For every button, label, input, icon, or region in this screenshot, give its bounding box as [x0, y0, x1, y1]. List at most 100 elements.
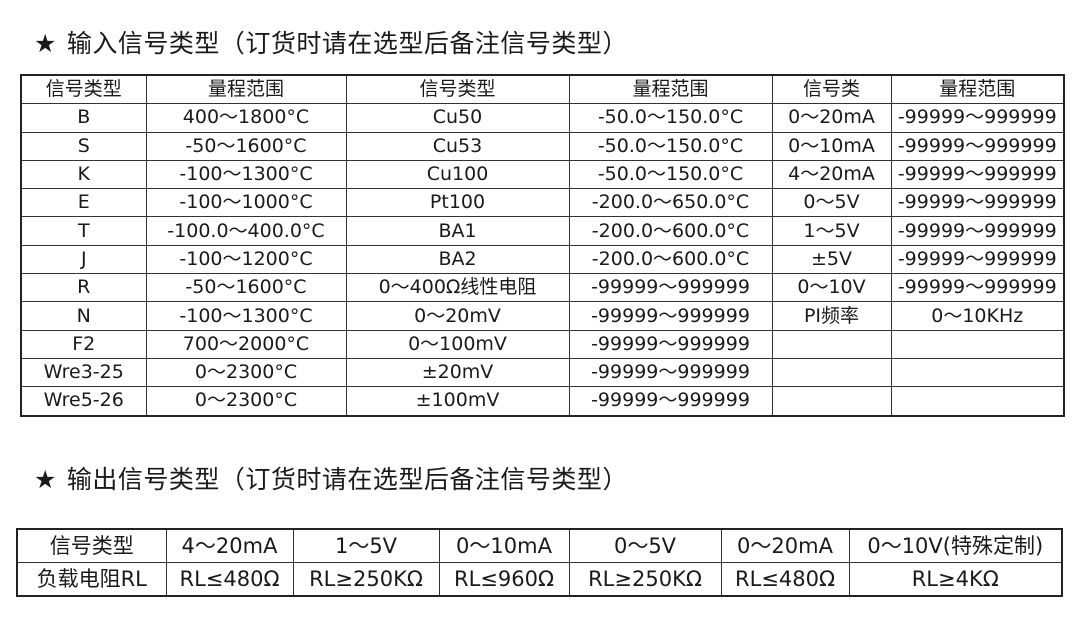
table-cell: 0～2300°C	[145, 357, 347, 388]
table-cell: -99999～999999	[890, 159, 1065, 190]
header-cell: 量程范围	[145, 74, 347, 105]
star-icon: ★	[34, 29, 57, 58]
table-cell	[890, 386, 1065, 417]
table-cell: -99999～999999	[890, 131, 1065, 161]
table-row: B 400～1800°C Cu50 -50.0～150.0°C 0～20mA -99999…	[20, 103, 1065, 133]
table-cell: -50～1600°C	[145, 131, 347, 161]
table-cell: RL≤960Ω	[438, 562, 570, 597]
table-cell: N	[20, 301, 147, 331]
table-cell: Cu100	[345, 159, 570, 190]
output-section-title: ★ 输出信号类型（订货时请在选型后备注信号类型）	[34, 460, 628, 496]
table-cell: -99999～999999	[568, 329, 773, 359]
table-cell: -200.0～600.0°C	[568, 216, 773, 246]
star-icon: ★	[34, 465, 57, 494]
table-cell: 0～10mA	[438, 528, 570, 563]
table-row: Wre3-25 0～2300°C ±20mV -99999～999999	[20, 357, 1065, 388]
table-cell	[771, 329, 892, 359]
table-cell: -100～1300°C	[145, 301, 347, 331]
table-cell: ±20mV	[345, 357, 570, 388]
table-cell: J	[20, 244, 147, 275]
table-cell: 1～5V	[771, 216, 892, 246]
table-cell: RL≤480Ω	[165, 562, 294, 597]
input-section-title: ★ 输入信号类型（订货时请在选型后备注信号类型）	[34, 24, 628, 60]
table-row: Wre5-26 0～2300°C ±100mV -99999～999999	[20, 386, 1065, 417]
table-cell: 0～100mV	[345, 329, 570, 359]
table-cell	[890, 357, 1065, 388]
table-cell: -100.0～400.0°C	[145, 216, 347, 246]
table-cell: RL≤480Ω	[720, 562, 850, 597]
table-cell: 0～20mA	[771, 103, 892, 133]
table-cell: 0～10V	[771, 273, 892, 303]
row-label-cell: 信号类型	[16, 528, 167, 563]
table-cell: Pt100	[345, 188, 570, 218]
table-cell: S	[20, 131, 147, 161]
table-cell: Wre5-26	[20, 386, 147, 417]
table-cell: -99999～999999	[890, 244, 1065, 275]
table-row: J -100～1200°C BA2 -200.0～600.0°C ±5V -99999～9…	[20, 244, 1065, 275]
table-cell: -50～1600°C	[145, 273, 347, 303]
table-row: F2 700～2000°C 0～100mV -99999～999999	[20, 329, 1065, 359]
table-row: N -100～1300°C 0～20mV -99999～999999 PI频率 0～10K…	[20, 301, 1065, 331]
table-row: S -50～1600°C Cu53 -50.0～150.0°C 0～10mA -99999…	[20, 131, 1065, 161]
table-cell: 700～2000°C	[145, 329, 347, 359]
table-row: T -100.0～400.0°C BA1 -200.0～600.0°C 1～5V -999…	[20, 216, 1065, 246]
table-row: R -50～1600°C 0～400Ω线性电阻 -99999～999999 0～10V -…	[20, 273, 1065, 303]
table-cell: 0～20mA	[720, 528, 850, 563]
table-cell: -50.0～150.0°C	[568, 159, 773, 190]
table-cell: -99999～999999	[890, 188, 1065, 218]
table-cell: ±5V	[771, 244, 892, 275]
header-cell: 量程范围	[890, 74, 1065, 105]
table-cell: 0～2300°C	[145, 386, 347, 417]
output-signal-table: 信号类型 4～20mA 1～5V 0～10mA 0～5V 0～20mA 0～10V(特殊定制…	[16, 528, 1063, 597]
table-cell: BA2	[345, 244, 570, 275]
table-cell: 400～1800°C	[145, 103, 347, 133]
input-signal-table: 信号类型 量程范围 信号类型 量程范围 信号类 量程范围 B 400～1800°C Cu50 -5…	[20, 74, 1065, 417]
table-cell: 0～10V(特殊定制)	[848, 528, 1063, 563]
table-cell: -99999～999999	[568, 386, 773, 417]
table-cell: 0～400Ω线性电阻	[345, 273, 570, 303]
table-cell: B	[20, 103, 147, 133]
table-cell: -100～1000°C	[145, 188, 347, 218]
table-cell: T	[20, 216, 147, 246]
input-title-text: 输入信号类型（订货时请在选型后备注信号类型）	[66, 29, 628, 58]
table-cell: -100～1200°C	[145, 244, 347, 275]
table-cell: -50.0～150.0°C	[568, 131, 773, 161]
table-header-row: 信号类型 量程范围 信号类型 量程范围 信号类 量程范围	[20, 74, 1065, 105]
table-cell: -200.0～600.0°C	[568, 244, 773, 275]
table-row: 信号类型 4～20mA 1～5V 0～10mA 0～5V 0～20mA 0～10V(特殊定制…	[16, 528, 1063, 563]
table-cell: Cu50	[345, 103, 570, 133]
table-cell: K	[20, 159, 147, 190]
table-cell	[771, 386, 892, 417]
table-cell: F2	[20, 329, 147, 359]
row-label-cell: 负载电阻RL	[16, 562, 167, 597]
table-cell: RL≥250KΩ	[292, 562, 440, 597]
table-cell: 0～10KHz	[890, 301, 1065, 331]
table-row: 负载电阻RL RL≤480Ω RL≥250KΩ RL≤960Ω RL≥250KΩ RL≤4…	[16, 562, 1063, 597]
table-cell: R	[20, 273, 147, 303]
header-cell: 量程范围	[568, 74, 773, 105]
table-cell: 0～20mV	[345, 301, 570, 331]
table-cell: -99999～999999	[568, 357, 773, 388]
table-row: E -100～1000°C Pt100 -200.0～650.0°C 0～5V -9999…	[20, 188, 1065, 218]
table-cell: -50.0～150.0°C	[568, 103, 773, 133]
table-cell: -100～1300°C	[145, 159, 347, 190]
table-cell: 0～5V	[568, 528, 722, 563]
header-cell: 信号类	[771, 74, 892, 105]
table-cell: RL≥4KΩ	[848, 562, 1063, 597]
table-row: K -100～1300°C Cu100 -50.0～150.0°C 4～20mA -999…	[20, 159, 1065, 190]
table-cell: 0～10mA	[771, 131, 892, 161]
table-cell: -99999～999999	[890, 103, 1065, 133]
header-cell: 信号类型	[345, 74, 570, 105]
table-cell: E	[20, 188, 147, 218]
table-cell: 0～5V	[771, 188, 892, 218]
table-cell: ±100mV	[345, 386, 570, 417]
table-cell: BA1	[345, 216, 570, 246]
table-cell: 4～20mA	[165, 528, 294, 563]
table-cell: 4～20mA	[771, 159, 892, 190]
table-cell: -99999～999999	[568, 301, 773, 331]
table-cell: Cu53	[345, 131, 570, 161]
output-title-text: 输出信号类型（订货时请在选型后备注信号类型）	[66, 465, 628, 494]
table-cell: PI频率	[771, 301, 892, 331]
table-cell	[890, 329, 1065, 359]
table-cell: Wre3-25	[20, 357, 147, 388]
